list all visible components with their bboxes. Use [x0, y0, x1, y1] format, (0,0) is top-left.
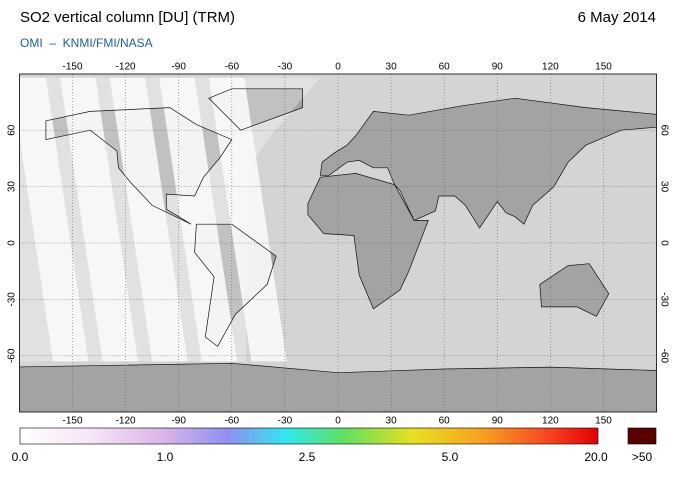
lon-tick-label: 60	[439, 416, 451, 427]
lat-tick-label: -30	[7, 292, 18, 307]
lat-tick-label: -30	[658, 292, 669, 307]
lon-tick-label: 30	[386, 62, 398, 73]
lat-tick-label: -60	[7, 348, 18, 363]
lat-tick-label: 30	[7, 181, 18, 193]
coastline	[45, 107, 233, 225]
colorbar-label: 1.0	[157, 450, 174, 464]
lat-tick-label: 30	[658, 181, 669, 193]
lon-tick-label: 0	[335, 62, 341, 73]
coastline	[194, 223, 277, 347]
lon-tick-label: 120	[542, 62, 559, 73]
lon-tick-label: -120	[116, 416, 136, 427]
swath	[109, 77, 188, 362]
lat-tick-label: 60	[658, 125, 669, 137]
colorbar-label: 5.0	[442, 450, 459, 464]
lon-tick-label: -30	[278, 62, 293, 73]
coastline	[319, 97, 657, 229]
lon-tick-label: 150	[595, 62, 612, 73]
lon-tick-label: 0	[335, 416, 341, 427]
swath	[19, 77, 321, 362]
colorbar-label: >50	[632, 450, 653, 464]
lat-tick-label: 60	[7, 124, 18, 136]
coastline	[307, 173, 429, 310]
lon-tick-label: -60	[225, 416, 240, 427]
swath	[159, 77, 238, 362]
lon-tick-label: -120	[116, 62, 136, 73]
map-frame	[19, 73, 657, 413]
date: 6 May 2014	[578, 9, 656, 26]
swath	[208, 77, 287, 362]
colorbar-label: 0.0	[12, 450, 29, 464]
lon-tick-label: 90	[492, 416, 504, 427]
colorbar-label: 20.0	[584, 450, 608, 464]
lon-tick-label: 60	[439, 62, 451, 73]
lon-tick-label: 120	[542, 416, 559, 427]
colorbar	[19, 427, 599, 445]
coastline	[539, 263, 610, 317]
lon-tick-label: 90	[492, 62, 504, 73]
land	[539, 263, 609, 317]
coastline	[208, 88, 303, 131]
land	[307, 173, 429, 309]
swath	[60, 77, 138, 362]
title: SO2 vertical column [DU] (TRM)	[20, 9, 235, 26]
swath	[19, 77, 89, 362]
lat-tick-label: 0	[658, 240, 669, 246]
source: OMI – KNMI/FMI/NASA	[20, 36, 153, 50]
lon-tick-label: -30	[278, 416, 293, 427]
lon-tick-label: -90	[171, 416, 186, 427]
land	[19, 363, 657, 412]
lon-tick-label: -90	[171, 62, 186, 73]
lat-tick-label: 0	[7, 240, 18, 246]
lon-tick-label: 30	[386, 416, 398, 427]
lat-tick-label: -60	[658, 349, 669, 364]
coastline	[19, 362, 657, 374]
map	[19, 74, 657, 412]
lon-tick-label: -60	[225, 62, 240, 73]
land	[320, 98, 657, 228]
lon-tick-label: -150	[62, 416, 82, 427]
colorbar-overflow	[627, 427, 657, 445]
lon-tick-label: -150	[62, 62, 82, 73]
lon-tick-label: 150	[595, 416, 612, 427]
colorbar-label: 2.5	[299, 450, 316, 464]
